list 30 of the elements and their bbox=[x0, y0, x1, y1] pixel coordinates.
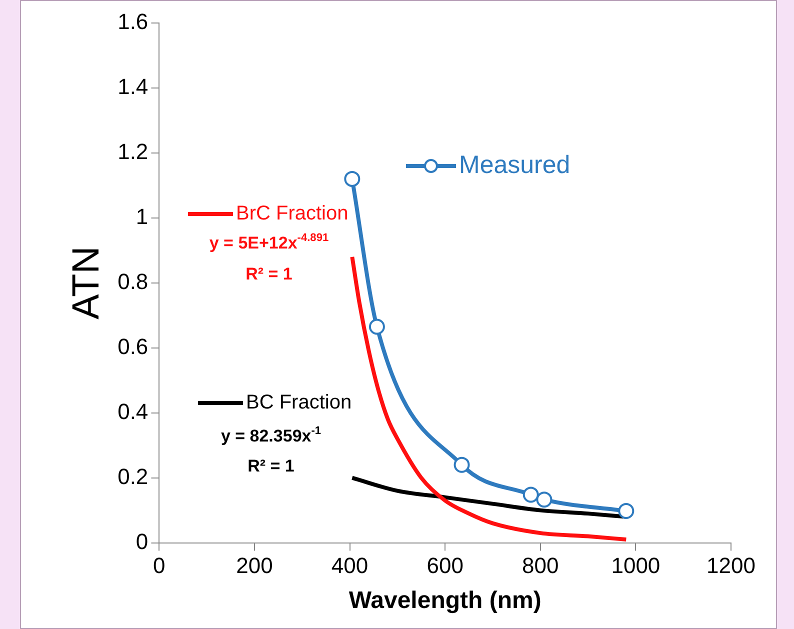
legend-label: BrC Fraction bbox=[236, 202, 348, 225]
y-tick-label: 0.4 bbox=[118, 398, 148, 424]
x-tick-label: 1200 bbox=[706, 553, 756, 578]
y-tick-label: 0.8 bbox=[118, 268, 148, 294]
x-tick-label: 600 bbox=[426, 553, 464, 578]
x-tick-label: 1000 bbox=[611, 553, 660, 578]
y-tick-label: 1.6 bbox=[118, 9, 148, 34]
y-tick-label: 1.4 bbox=[118, 74, 148, 100]
line-series bbox=[350, 254, 628, 542]
y-tick-label: 0.2 bbox=[118, 464, 148, 489]
legend-label: Measured bbox=[459, 150, 570, 179]
point bbox=[344, 170, 360, 187]
point bbox=[618, 502, 634, 519]
point bbox=[454, 456, 470, 473]
y-axis-title: ATN bbox=[65, 246, 108, 320]
y-tick-label: 0 bbox=[136, 528, 148, 554]
point bbox=[368, 318, 385, 335]
x-tick-label: 400 bbox=[331, 553, 368, 578]
point bbox=[536, 492, 552, 508]
x-tick-label: 800 bbox=[522, 553, 559, 578]
x-tick-label: 0 bbox=[153, 553, 166, 578]
point bbox=[522, 486, 539, 503]
x-tick-label: 200 bbox=[236, 553, 273, 578]
y-tick-label: 1.2 bbox=[118, 139, 148, 164]
x-axis-title: Wavelength (nm) bbox=[348, 587, 542, 614]
annotation: R² = 1 bbox=[248, 456, 294, 476]
annotation: R² = 1 bbox=[246, 264, 292, 284]
y-tick-label: 0.6 bbox=[118, 334, 148, 359]
legend-label: BC Fraction bbox=[246, 392, 352, 414]
y-tick-label: 1 bbox=[136, 204, 148, 229]
